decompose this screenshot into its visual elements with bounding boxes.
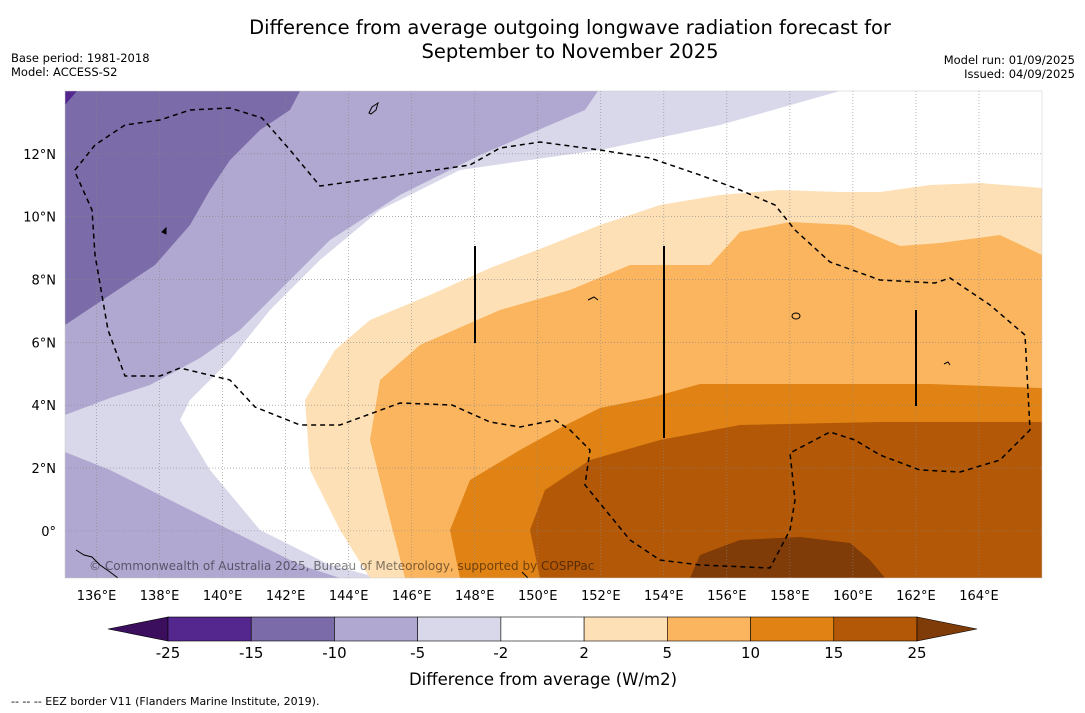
longitude-tick-label: 144°E [329, 589, 369, 604]
island-north [521, 571, 529, 578]
latitude-axis: 12°N 10°N 8°N 6°N 4°N 2°N 0° [23, 148, 56, 540]
longitude-tick-label: 142°E [266, 589, 306, 604]
colorbar-labels: -25 -15 -10 -5 -2 2 5 10 15 25 [156, 644, 927, 662]
colorbar-tick-label: -25 [156, 644, 181, 662]
longitude-tick-label: 148°E [455, 589, 495, 604]
colorbar-over-extension [916, 616, 978, 642]
map-frame [64, 90, 1043, 579]
colorbar-bin [417, 616, 502, 642]
longitude-tick-label: 138°E [140, 589, 180, 604]
colorbar-bin [750, 616, 835, 642]
island-png-coast [75, 549, 119, 578]
longitude-tick-label: 140°E [203, 589, 243, 604]
colorbar-bin [667, 616, 751, 642]
page-title: Difference from average outgoing longwav… [170, 16, 970, 64]
longitude-tick-label: 136°E [77, 589, 117, 604]
latitude-tick-label: 2°N [32, 462, 57, 477]
issued-label: Issued: 04/09/2025 [964, 67, 1075, 81]
islands [75, 101, 951, 578]
colorbar-bin [250, 616, 335, 642]
latitude-tick-label: 6°N [32, 336, 57, 351]
island-chuuk [587, 296, 599, 301]
colorbar-bins [167, 616, 918, 642]
latitude-tick-label: 4°N [32, 399, 57, 414]
colorbar-bin [334, 616, 418, 642]
title-line-2: September to November 2025 [421, 40, 719, 63]
run-info: Model run: 01/09/2025 Issued: 04/09/2025 [944, 53, 1075, 81]
longitude-tick-label: 164°E [959, 589, 999, 604]
zone-brown [530, 422, 1042, 578]
colorbar: -25 -15 -10 -5 -2 2 5 10 15 25 Difference from av… [107, 616, 978, 689]
longitude-tick-label: 162°E [896, 589, 936, 604]
model-info: Base period: 1981-2018 Model: ACCESS-S2 [11, 51, 150, 79]
colorbar-tick-label: 15 [824, 644, 843, 662]
colorbar-tick-label: 10 [741, 644, 760, 662]
zone-dark-purple [65, 91, 77, 105]
longitude-tick-label: 154°E [644, 589, 684, 604]
eez-footnote: -- -- -- EEZ border V11 (Flanders Marine… [11, 695, 320, 708]
colorbar-tick-label: 5 [663, 644, 673, 662]
colorbar-bin [833, 616, 918, 642]
island-pohnpei [791, 312, 801, 320]
zone-medium-purple [65, 91, 300, 325]
island-palau [161, 226, 167, 235]
title-line-1: Difference from average outgoing longwav… [249, 16, 891, 39]
vertical-markers [474, 246, 917, 438]
model-label: Model: ACCESS-S2 [11, 65, 118, 79]
colorbar-tick-label: -15 [239, 644, 264, 662]
colorbar-bin [583, 616, 668, 642]
colorbar-bin [500, 616, 585, 642]
colorbar-tick-label: -10 [322, 644, 347, 662]
longitude-tick-label: 160°E [833, 589, 873, 604]
longitude-axis: 136°E 138°E 140°E 142°E 144°E 146°E 148°E 150°E… [77, 589, 999, 604]
longitude-tick-label: 158°E [770, 589, 810, 604]
colorbar-tick-label: -5 [410, 644, 425, 662]
zone-dark-brown [690, 537, 885, 578]
colorbar-title: Difference from average (W/m2) [409, 670, 677, 689]
colorbar-tick-label: 2 [579, 644, 589, 662]
model-run-label: Model run: 01/09/2025 [943, 53, 1075, 67]
longitude-tick-label: 150°E [518, 589, 558, 604]
map-area: © Commonwealth of Australia 2025, Bureau… [65, 91, 1042, 578]
colorbar-bin [167, 616, 252, 642]
longitude-tick-label: 146°E [392, 589, 432, 604]
colorbar-under-extension [107, 616, 169, 642]
latitude-tick-label: 0° [41, 525, 56, 540]
latitude-tick-label: 8°N [32, 274, 57, 289]
longitude-tick-label: 156°E [707, 589, 747, 604]
zone-light-purple-south [65, 452, 340, 578]
island-guam [368, 101, 379, 115]
colorbar-tick-label: -2 [493, 644, 508, 662]
longitude-tick-label: 152°E [581, 589, 621, 604]
copyright-text: © Commonwealth of Australia 2025, Bureau… [89, 559, 594, 573]
island-kosrae [943, 361, 951, 366]
base-period-label: Base period: 1981-2018 [11, 51, 150, 65]
eez-border [74, 107, 1031, 569]
colorbar-tick-label: 25 [907, 644, 926, 662]
latitude-tick-label: 12°N [23, 148, 56, 163]
latitude-tick-label: 10°N [23, 211, 56, 226]
